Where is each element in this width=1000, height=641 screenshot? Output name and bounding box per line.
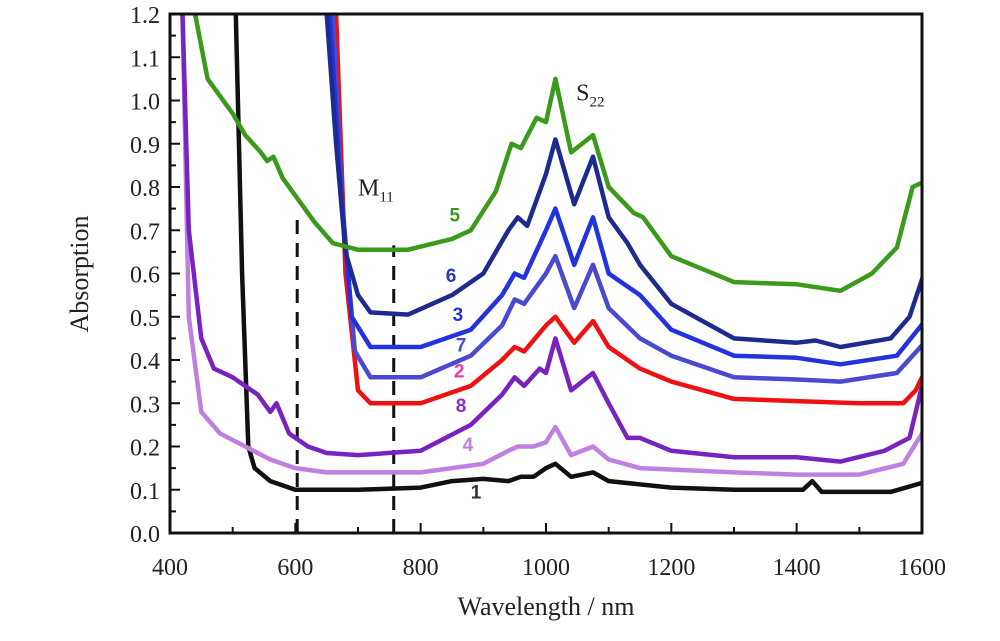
x-tick-label: 1200	[647, 555, 695, 581]
annotation-S22: S22	[576, 81, 604, 111]
x-tick-label: 1400	[773, 555, 821, 581]
y-tick-label: 0.0	[130, 522, 160, 548]
y-tick-label: 0.4	[130, 349, 160, 375]
x-tick-label: 400	[152, 555, 188, 581]
annotation-M11: M11	[358, 176, 394, 206]
y-tick-label: 0.9	[130, 133, 160, 159]
series-line-3	[327, 14, 922, 367]
y-tick-label: 1.2	[130, 3, 160, 29]
y-tick-label: 0.6	[130, 263, 160, 289]
series-line-1	[233, 14, 922, 495]
series-line-5	[192, 14, 922, 294]
y-tick-label: 0.7	[130, 219, 160, 245]
series-label-2: 2	[454, 361, 465, 382]
series-label-7: 7	[456, 335, 467, 356]
series-label-4: 4	[463, 435, 474, 456]
y-tick-label: 1.1	[130, 46, 160, 72]
x-tick-label: 600	[277, 555, 313, 581]
series-line-7	[330, 14, 922, 384]
series-label-1: 1	[471, 482, 482, 503]
series-line-6	[324, 14, 922, 350]
series-line-2	[333, 14, 922, 406]
y-tick-label: 0.8	[130, 176, 160, 202]
x-tick-label: 1000	[522, 555, 570, 581]
series-label-5: 5	[449, 206, 460, 227]
y-tick-label: 0.1	[130, 479, 160, 505]
series-label-3: 3	[453, 305, 464, 326]
x-tick-label: 800	[403, 555, 439, 581]
series-line-4	[180, 14, 922, 477]
series-label-6: 6	[446, 266, 457, 287]
y-tick-label: 1.0	[130, 90, 160, 116]
series-label-8: 8	[456, 396, 467, 417]
y-tick-label: 0.2	[130, 436, 160, 462]
y-tick-label: 0.5	[130, 306, 160, 332]
series-line-8	[180, 14, 922, 464]
x-axis-label: Wavelength / nm	[458, 592, 635, 621]
x-tick-label: 1600	[898, 555, 946, 581]
y-tick-label: 0.3	[130, 392, 160, 418]
y-axis-label: Absorption	[65, 216, 94, 333]
